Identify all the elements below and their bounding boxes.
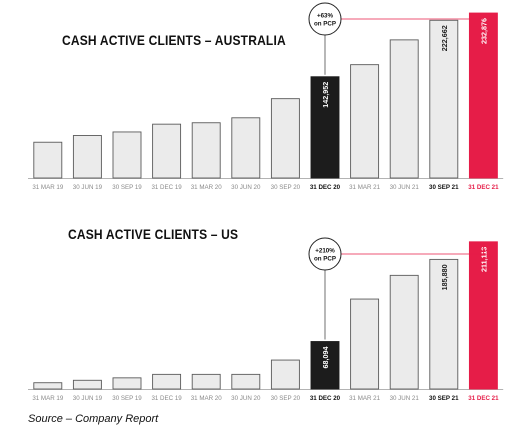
tick-label-au-10: 30 JUN 21 xyxy=(390,184,420,191)
chart-us-plot: 31 MAR 19 30 JUN 19 30 SEP 19 31 DEC 19 31 M… xyxy=(28,237,504,402)
bar-us-2 xyxy=(72,379,102,390)
bar-au-11 xyxy=(429,19,459,179)
tick-label-us-11: 30 SEP 21 xyxy=(429,395,459,402)
callout-growth-us: +210% xyxy=(315,248,335,255)
tick-label-au-8: 31 DEC 20 xyxy=(310,184,341,191)
bar-au-2 xyxy=(72,135,102,179)
bar-au-7 xyxy=(270,98,300,179)
bar-au-1 xyxy=(33,141,63,179)
bar-us-7 xyxy=(270,359,300,390)
value-label-au-11: 222,662 xyxy=(440,25,449,51)
bar-us-3 xyxy=(112,377,142,390)
value-label-us-8: 68,094 xyxy=(321,347,330,369)
value-label-us-11: 185,880 xyxy=(440,264,449,290)
bar-au-6 xyxy=(231,117,261,179)
bar-us-4 xyxy=(152,373,182,390)
callout-growth-au: +63% xyxy=(317,13,333,20)
bar-us-12 xyxy=(468,241,498,390)
chart-australia-plot: 31 MAR 19 30 JUN 19 30 SEP 19 31 DEC 19 31 M… xyxy=(28,2,504,191)
bar-us-10 xyxy=(389,274,419,390)
bar-us-8 xyxy=(310,341,340,390)
bar-us-5 xyxy=(191,373,221,390)
tick-label-us-7: 30 SEP 20 xyxy=(271,395,301,402)
tick-label-us-4: 31 DEC 19 xyxy=(151,395,182,402)
tick-label-us-2: 30 JUN 19 xyxy=(73,395,103,402)
tick-label-au-6: 30 JUN 20 xyxy=(231,184,261,191)
tick-label-au-2: 30 JUN 19 xyxy=(73,184,103,191)
bar-au-5 xyxy=(191,122,221,179)
chart-title-australia: CASH ACTIVE CLIENTS – AUSTRALIA xyxy=(62,32,286,48)
chart-title-us: CASH ACTIVE CLIENTS – US xyxy=(68,226,239,242)
callout-badge-au xyxy=(308,2,342,36)
tick-label-us-3: 30 SEP 19 xyxy=(112,395,142,402)
tick-label-us-10: 30 JUN 21 xyxy=(390,395,420,402)
tick-label-au-3: 30 SEP 19 xyxy=(112,184,142,191)
tick-label-us-12: 31 DEC 21 xyxy=(468,395,499,402)
bar-us-11 xyxy=(429,258,459,390)
bar-au-9 xyxy=(350,64,380,179)
callout-pcp-au: on PCP xyxy=(314,21,336,28)
tick-label-us-5: 31 MAR 20 xyxy=(191,395,223,402)
tick-label-au-1: 31 MAR 19 xyxy=(32,184,64,191)
value-label-au-8: 142,952 xyxy=(321,82,330,108)
chart-australia: 31 MAR 19 30 JUN 19 30 SEP 19 31 DEC 19 31 M… xyxy=(0,0,507,200)
tick-label-au-4: 31 DEC 19 xyxy=(151,184,182,191)
tick-label-au-5: 31 MAR 20 xyxy=(191,184,223,191)
bar-us-6 xyxy=(231,373,261,390)
bar-au-4 xyxy=(152,123,182,179)
tick-label-au-11: 30 SEP 21 xyxy=(429,184,459,191)
tick-label-us-9: 31 MAR 21 xyxy=(349,395,381,402)
callout-pcp-us: on PCP xyxy=(314,256,336,263)
chart-us: 31 MAR 19 30 JUN 19 30 SEP 19 31 DEC 19 31 M… xyxy=(0,212,507,408)
value-label-us-12: 211,113 xyxy=(479,247,488,272)
bar-au-8 xyxy=(310,76,340,179)
tick-label-au-12: 31 DEC 21 xyxy=(468,184,499,191)
bar-au-10 xyxy=(389,39,419,179)
tick-label-us-1: 31 MAR 19 xyxy=(32,395,64,402)
bar-au-3 xyxy=(112,131,142,179)
source-note: Source – Company Report xyxy=(28,413,159,425)
value-label-au-12: 232,876 xyxy=(479,18,488,44)
tick-label-au-7: 30 SEP 20 xyxy=(271,184,301,191)
tick-label-au-9: 31 MAR 21 xyxy=(349,184,381,191)
tick-label-us-6: 30 JUN 20 xyxy=(231,395,261,402)
callout-badge-us xyxy=(308,237,342,271)
bar-us-1 xyxy=(33,382,63,390)
tick-label-us-8: 31 DEC 20 xyxy=(310,395,341,402)
bar-us-9 xyxy=(350,298,380,390)
